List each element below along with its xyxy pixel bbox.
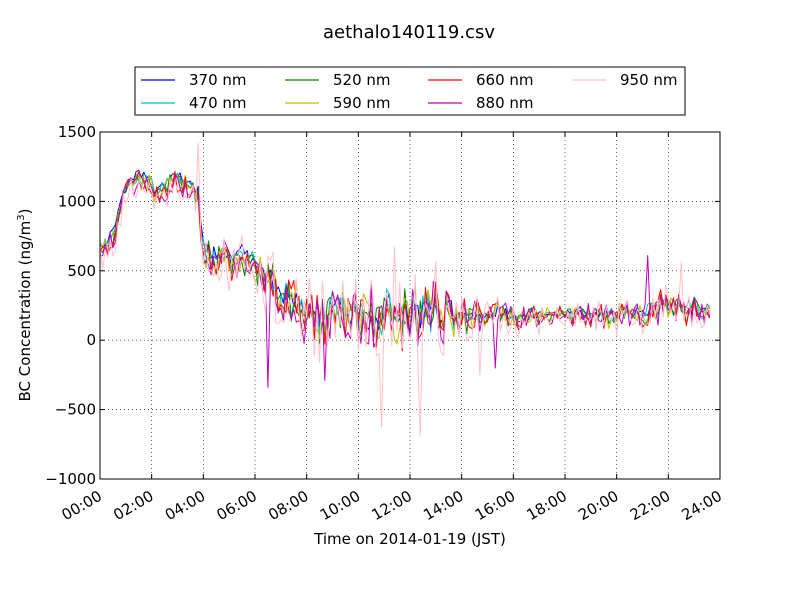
y-axis-label-sup: 3: [16, 214, 27, 220]
y-axis-label: BC Concentration (ng/m3): [16, 209, 34, 402]
y-tick-label: 0: [86, 331, 96, 349]
legend-label: 470 nm: [189, 94, 247, 112]
y-tick-label: −1000: [45, 470, 96, 488]
chart-title: aethalo140119.csv: [323, 22, 495, 43]
legend-label: 590 nm: [333, 94, 391, 112]
series-line-950-nm: [100, 142, 711, 437]
series-lines: [100, 142, 711, 437]
y-axis-label-close: ): [16, 209, 34, 215]
legend-label: 370 nm: [189, 71, 247, 89]
y-tick-label: 1500: [58, 123, 96, 141]
legend: 370 nm 470 nm 520 nm 590 nm 660 nm 880 nm 950 …: [134, 66, 686, 116]
legend-label: 950 nm: [620, 71, 678, 89]
legend-label: 660 nm: [476, 71, 534, 89]
y-axis-label-main: BC Concentration (ng/m: [16, 221, 34, 402]
legend-label: 880 nm: [476, 94, 534, 112]
y-tick-label: −500: [55, 401, 96, 419]
y-tick-label: 1000: [58, 192, 96, 210]
legend-label: 520 nm: [333, 71, 391, 89]
legend-box: [134, 66, 686, 116]
x-axis-label: Time on 2014-01-19 (JST): [313, 530, 506, 548]
y-tick-label: 500: [67, 262, 96, 280]
plot-area: [100, 132, 720, 479]
grid-lines: [100, 132, 720, 479]
